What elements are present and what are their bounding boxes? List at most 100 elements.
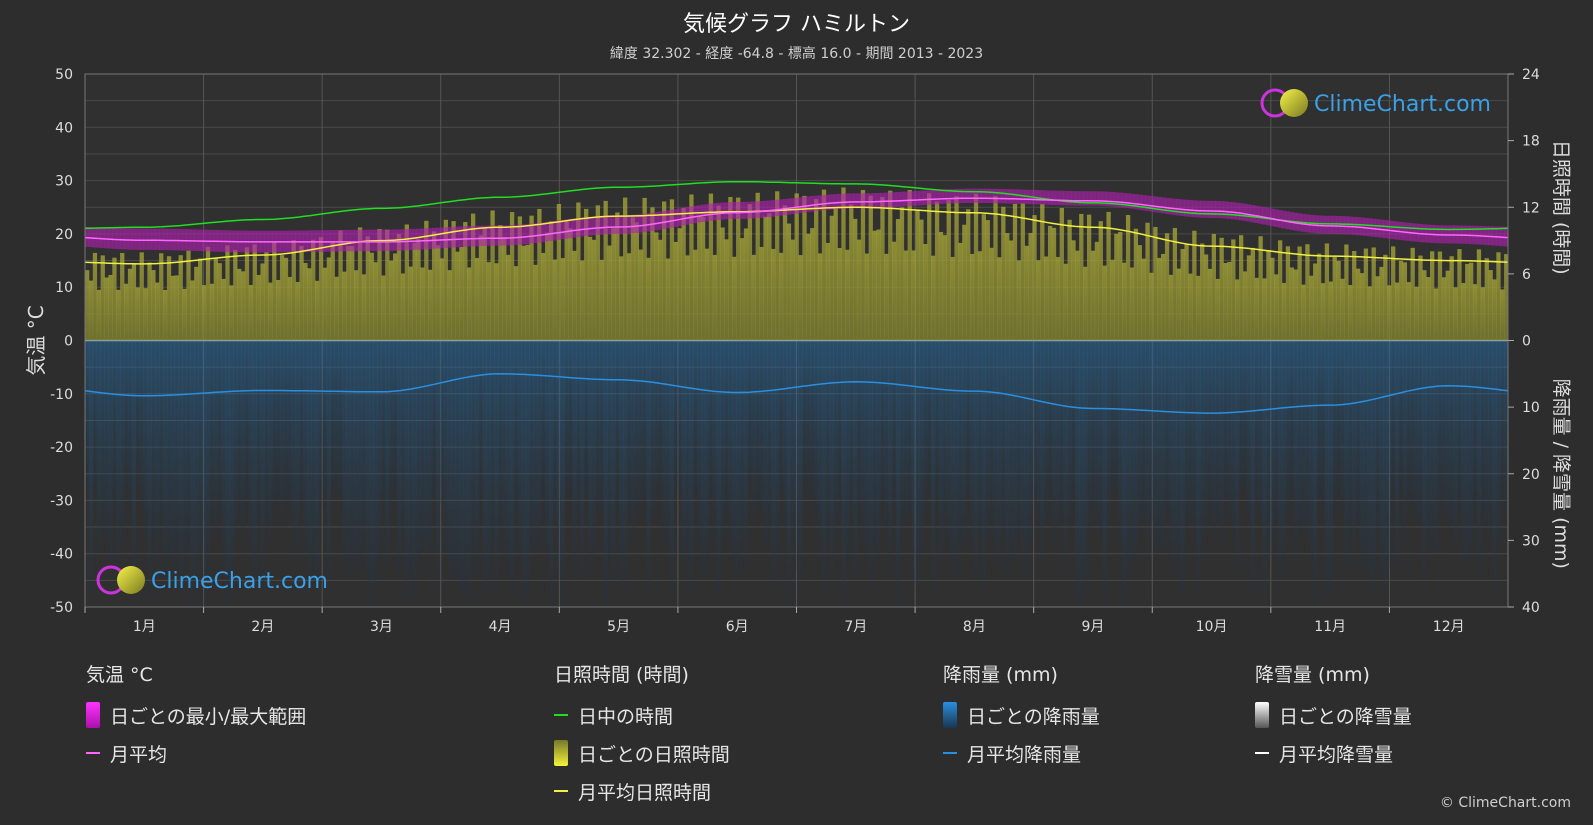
rain-bar — [1051, 340, 1057, 542]
sunshine-bar — [934, 201, 940, 341]
temp-range-bar — [1242, 203, 1248, 221]
rain-bar — [435, 340, 441, 585]
sunshine-bar — [459, 247, 464, 341]
rain-bar — [1036, 340, 1041, 530]
temp-range-bar — [739, 201, 745, 219]
temp-range-bar — [1375, 219, 1380, 238]
rain-bar — [225, 340, 230, 605]
sunshine-bar — [1090, 250, 1096, 341]
sunshine-bar — [1172, 227, 1178, 341]
temp-range-bar — [315, 230, 320, 252]
sunshine-bar — [1500, 289, 1505, 341]
rain-bar — [899, 340, 905, 538]
sunshine-bar — [1005, 233, 1010, 341]
rain-bar — [1180, 340, 1185, 593]
temp-range-bar — [537, 222, 542, 243]
month-label: 2月 — [251, 619, 274, 635]
sunshine-bar — [977, 251, 983, 341]
sunshine-bar — [1149, 272, 1154, 341]
rain-bar — [1235, 340, 1240, 570]
temp-range-bar — [1118, 192, 1123, 208]
rain-bar — [194, 340, 199, 588]
sunshine-bar — [548, 221, 554, 341]
sunshine-bar — [1367, 286, 1372, 341]
temp-range-bar — [743, 201, 749, 219]
temp-range-bar — [669, 209, 675, 228]
sunshine-bar — [778, 252, 784, 341]
sunshine-bar — [439, 258, 445, 341]
sunshine-bar — [237, 268, 242, 341]
rain-bar — [798, 340, 803, 587]
temp-range-bar — [919, 190, 924, 206]
temp-range-bar — [1391, 221, 1396, 240]
right-top-tick-label: 18 — [1522, 134, 1540, 150]
rain-bar — [295, 340, 300, 559]
sunshine-bar — [1418, 255, 1423, 341]
temp-range-bar — [1114, 192, 1119, 207]
temp-range-bar — [1277, 210, 1283, 228]
legend-item: 日ごとの降雨量 — [943, 696, 1100, 734]
rain-bar — [147, 340, 152, 599]
rain-bar — [428, 340, 433, 554]
rain-bar — [903, 340, 909, 520]
rain-bar — [603, 340, 608, 605]
rain-bar — [876, 340, 881, 563]
sunshine-bar — [997, 257, 1002, 341]
temp-range-bar — [447, 227, 452, 248]
sunshine-bar — [311, 239, 316, 341]
temp-range-bar — [513, 224, 519, 246]
rain-bar — [377, 340, 382, 559]
rain-bar — [552, 340, 558, 520]
rain-bar — [1125, 340, 1131, 577]
temp-range-bar — [638, 214, 643, 233]
sunshine-bar — [139, 252, 144, 341]
rain-bar — [1391, 340, 1396, 493]
sunshine-bar — [743, 228, 749, 341]
rain-bar — [1301, 340, 1306, 538]
sunshine-bar — [1457, 249, 1462, 341]
rain-bar — [759, 340, 764, 512]
sunshine-bar — [739, 238, 745, 341]
rain-bar — [108, 340, 113, 563]
sunshine-bar — [677, 228, 682, 341]
sunshine-bar — [736, 197, 741, 341]
daily-bars — [85, 187, 1509, 607]
sunshine-bar — [591, 239, 597, 341]
month-label: 12月 — [1433, 619, 1465, 635]
sunshine-bar — [1016, 260, 1022, 341]
temp-range-bar — [677, 208, 682, 227]
sunshine-bar — [704, 248, 710, 341]
temp-range-bar — [1348, 216, 1353, 235]
rain-bar — [1348, 340, 1353, 536]
rain-bar — [1406, 340, 1411, 501]
temp-range-bar — [650, 212, 655, 231]
rain-bar — [778, 340, 784, 491]
rain-bar — [272, 340, 277, 505]
rain-bar — [704, 340, 710, 568]
rain-bar — [1313, 340, 1318, 602]
rain-bar — [1457, 340, 1462, 513]
sunshine-bar — [162, 289, 168, 341]
sunshine-bar — [170, 275, 176, 341]
rain-bar — [412, 340, 417, 596]
sunshine-bar — [369, 252, 374, 341]
sunshine-bar — [322, 267, 328, 341]
legend-label: 日ごとの降雪量 — [1279, 705, 1412, 728]
legend-label: 月平均降雪量 — [1279, 743, 1394, 766]
temp-range-bar — [1168, 198, 1174, 215]
rain-bar — [568, 340, 573, 488]
legend-sunshine: 日照時間 (時間) 日中の時間 日ごとの日照時間 月平均日照時間 — [554, 660, 730, 810]
sunshine-bar — [556, 203, 562, 341]
temp-range-bar — [1164, 197, 1170, 215]
rain-bar — [1063, 340, 1068, 569]
temp-range-bar — [584, 217, 589, 237]
sunshine-bar — [248, 284, 254, 341]
sunshine-bar — [400, 273, 406, 341]
right-top-tick-label: 0 — [1522, 334, 1531, 350]
sunshine-bar — [646, 257, 651, 341]
sunshine-bar — [958, 242, 963, 341]
sunshine-bar — [1309, 275, 1314, 341]
rain-bar — [1188, 340, 1193, 520]
temp-avg-swatch — [86, 752, 100, 754]
sunshine-bar — [1238, 235, 1244, 341]
